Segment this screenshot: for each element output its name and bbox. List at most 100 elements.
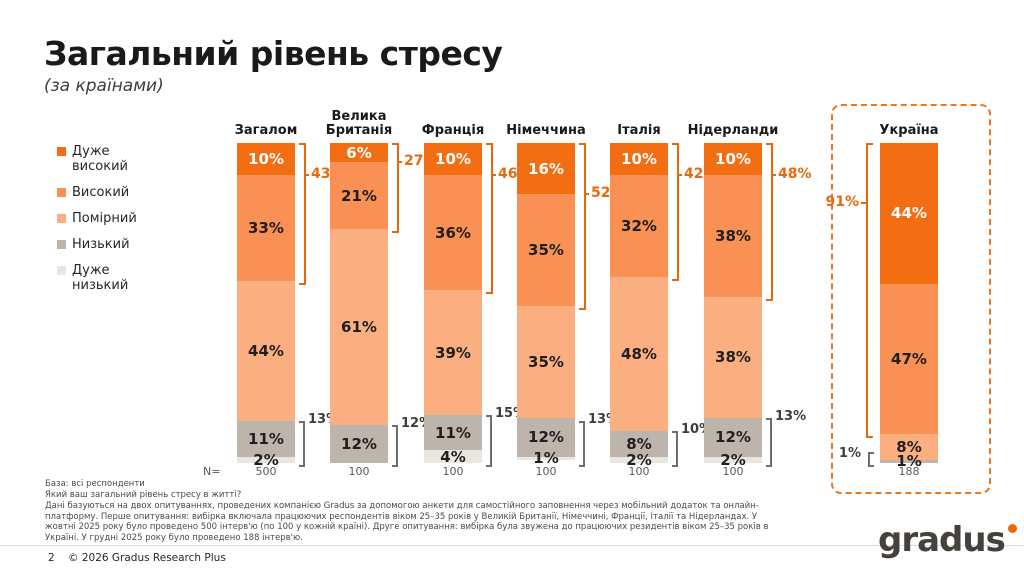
legend: Дуже високий Високий Помірний Низький Дуже н… — [57, 144, 167, 293]
segment-label: 1% — [533, 449, 559, 468]
column-header: Велика Британія — [325, 109, 393, 138]
bottom-bracket — [486, 415, 492, 467]
segment-label: 47% — [891, 349, 927, 368]
bar-segment — [880, 434, 938, 460]
legend-item: Помірний — [57, 211, 167, 226]
column-header: Загалом — [234, 123, 298, 138]
segment-label: 16% — [528, 159, 564, 178]
segment-label: 10% — [435, 150, 471, 168]
bar-segment — [424, 175, 482, 291]
n-value: 100 — [442, 465, 464, 478]
segment-label: 1% — [896, 452, 922, 471]
bar-segment — [704, 418, 762, 457]
segment-label: 38% — [715, 348, 751, 367]
footer-methodology: Дані базуються на двох опитуваннях, пров… — [45, 501, 769, 543]
top-bracket-dash — [677, 174, 682, 176]
legend-item: Низький — [57, 237, 167, 252]
bar-segment — [517, 194, 575, 307]
bar-segment — [424, 290, 482, 415]
segment-label: 6% — [346, 143, 372, 162]
bar-segment — [610, 175, 668, 278]
page-subtitle: (за країнами) — [44, 76, 164, 96]
top-bracket — [766, 143, 773, 301]
segment-label: 10% — [248, 150, 284, 168]
bottom-bracket-label: 13% — [775, 409, 807, 425]
segment-label: 44% — [891, 204, 927, 223]
bar-segment — [880, 283, 938, 435]
top-bracket-dash — [491, 174, 496, 176]
bottom-bracket — [392, 424, 398, 467]
legend-item: Дуже високий — [57, 144, 167, 174]
segment-label: 8% — [626, 434, 652, 453]
segment-label: 35% — [528, 353, 564, 372]
segment-label: 2% — [626, 450, 652, 469]
segment-label: 21% — [341, 186, 377, 205]
top-bracket-dash — [584, 193, 589, 196]
bar-segment — [424, 415, 482, 451]
segment-label: 8% — [896, 437, 922, 456]
bar-segment — [704, 456, 762, 463]
segment-label: 39% — [435, 343, 471, 362]
legend-label: Високий — [72, 185, 130, 200]
legend-item: Дуже низький — [57, 263, 167, 293]
segment-label: 10% — [621, 150, 657, 168]
top-bracket — [486, 143, 493, 295]
bar-segment — [237, 280, 295, 422]
bottom-bracket — [766, 418, 772, 467]
bar-segment — [704, 175, 762, 297]
segment-label: 44% — [248, 341, 284, 360]
segment-label: 36% — [435, 223, 471, 242]
segment-label: 32% — [621, 217, 657, 236]
bottom-bracket — [672, 431, 678, 467]
n-value: 100 — [535, 465, 557, 478]
footer-question: Який ваш загальний рівень стресу в житті… — [45, 490, 242, 500]
bar-segment — [237, 175, 295, 281]
bar-segment — [610, 456, 668, 463]
bar-segment — [237, 143, 295, 175]
legend-swatch-icon — [57, 266, 66, 275]
bar-segment — [330, 162, 388, 230]
segment-label: 2% — [720, 450, 746, 469]
bottom-bracket — [299, 421, 305, 467]
page-number: 2 — [48, 552, 55, 564]
footer-base: База: всі респонденти — [45, 479, 145, 489]
top-bracket — [672, 143, 679, 282]
bar-segment — [610, 431, 668, 457]
bar-segment — [704, 296, 762, 419]
segment-label: 11% — [248, 429, 284, 448]
legend-item: Високий — [57, 185, 167, 200]
n-value: 100 — [348, 465, 370, 478]
segment-label: 61% — [341, 317, 377, 336]
gradus-logo-text: gradus — [878, 520, 1006, 560]
segment-label: 11% — [435, 423, 471, 442]
top-bracket-dash — [304, 174, 309, 176]
legend-label: Низький — [72, 237, 130, 252]
copyright-text: © 2026 Gradus Research Plus — [68, 552, 226, 564]
n-value: 188 — [898, 465, 920, 478]
bar-segment — [517, 306, 575, 419]
top-bracket — [392, 143, 399, 234]
ukraine-highlight-box — [831, 104, 991, 494]
page-title: Загальний рівень стресу — [44, 34, 503, 73]
bottom-bracket-label: 1% — [838, 446, 861, 461]
bar-segment — [330, 229, 388, 425]
top-bracket-dash — [861, 202, 866, 204]
segment-label: 12% — [341, 434, 377, 453]
footer-divider — [0, 545, 1024, 546]
legend-label: Дуже високий — [72, 144, 128, 174]
top-bracket — [866, 143, 873, 439]
n-value: 100 — [628, 465, 650, 478]
legend-swatch-icon — [57, 147, 66, 156]
top-bracket-dash — [397, 161, 402, 164]
bar-segment — [424, 450, 482, 463]
bar-segment — [517, 418, 575, 457]
column-header: Італія — [617, 123, 661, 138]
column-header: Нідерланди — [687, 123, 779, 138]
bar-segment — [330, 143, 388, 163]
legend-label: Помірний — [72, 211, 137, 226]
column-header: Франція — [421, 123, 485, 138]
top-bracket-label: 91% — [825, 194, 859, 210]
segment-label: 10% — [715, 150, 751, 168]
segment-label: 12% — [715, 428, 751, 447]
bar-segment — [704, 143, 762, 175]
